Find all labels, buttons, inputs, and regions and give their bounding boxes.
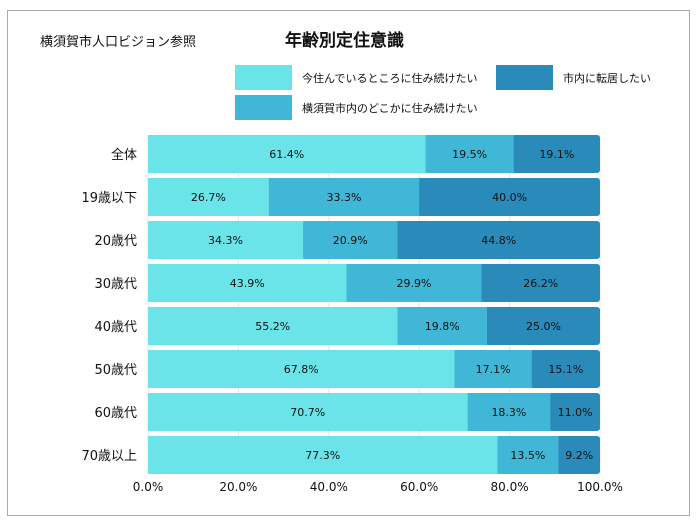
bar-segment bbox=[268, 178, 420, 216]
category-label: 20歳代 bbox=[94, 234, 137, 249]
category-label: 30歳代 bbox=[94, 277, 137, 292]
data-label: 19.5% bbox=[452, 148, 487, 161]
category-label: 70歳以上 bbox=[81, 449, 137, 464]
bar-segment-fill bbox=[531, 350, 538, 388]
legend-swatch bbox=[235, 65, 292, 90]
category-label: 19歳以下 bbox=[81, 191, 137, 206]
bar-segment bbox=[454, 350, 532, 388]
x-tick-label: 0.0% bbox=[133, 480, 164, 494]
legend-swatch bbox=[496, 65, 553, 90]
bar-segment bbox=[303, 221, 398, 259]
data-label: 9.2% bbox=[565, 449, 593, 462]
data-label: 43.9% bbox=[230, 277, 265, 290]
bar-segment-fill bbox=[513, 135, 520, 173]
data-label: 44.8% bbox=[481, 234, 516, 247]
data-label: 34.3% bbox=[208, 234, 243, 247]
bar-segment bbox=[148, 135, 426, 173]
category-label: 40歳代 bbox=[94, 320, 137, 335]
data-label: 17.1% bbox=[476, 363, 511, 376]
legend-label: 今住んでいるところに住み続けたい bbox=[302, 71, 478, 85]
bar-segment bbox=[467, 393, 551, 431]
x-tick-label: 80.0% bbox=[491, 480, 529, 494]
data-label: 26.2% bbox=[523, 277, 558, 290]
data-label: 40.0% bbox=[492, 191, 527, 204]
bar-segment bbox=[487, 307, 600, 345]
bar-segment bbox=[550, 393, 600, 431]
x-tick-label: 40.0% bbox=[310, 480, 348, 494]
bar-segment bbox=[513, 135, 600, 173]
bar-segment bbox=[148, 221, 304, 259]
bar-segment bbox=[497, 436, 559, 474]
bar-segment bbox=[148, 436, 498, 474]
legend-label: 市内に転居したい bbox=[563, 71, 651, 85]
chart-title: 年齢別定住意識 bbox=[285, 31, 404, 51]
bar-segment-fill bbox=[419, 178, 426, 216]
bar-segment-fill bbox=[550, 393, 557, 431]
x-tick-label: 20.0% bbox=[219, 480, 257, 494]
data-label: 18.3% bbox=[491, 406, 526, 419]
data-label: 20.9% bbox=[333, 234, 368, 247]
bar-segment bbox=[148, 264, 347, 302]
bar-segment bbox=[148, 178, 269, 216]
bar-segment bbox=[531, 350, 600, 388]
data-label: 61.4% bbox=[269, 148, 304, 161]
source-note: 横須賀市人口ビジョン参照 bbox=[40, 35, 197, 50]
legend-item-2: 市内に転居したい bbox=[496, 65, 651, 90]
bar-segment bbox=[397, 221, 600, 259]
bar-segment-fill bbox=[487, 307, 493, 345]
data-label: 15.1% bbox=[548, 363, 583, 376]
bar-segment bbox=[558, 436, 600, 474]
data-label: 19.8% bbox=[425, 320, 460, 333]
bar-segment bbox=[397, 307, 487, 345]
x-tick-label: 60.0% bbox=[400, 480, 438, 494]
legend-swatch bbox=[235, 95, 292, 120]
bar-segment bbox=[148, 393, 468, 431]
data-label: 70.7% bbox=[290, 406, 325, 419]
data-label: 13.5% bbox=[510, 449, 545, 462]
category-label: 50歳代 bbox=[94, 363, 137, 378]
data-label: 33.3% bbox=[326, 191, 361, 204]
bar-segment-fill bbox=[397, 221, 404, 259]
legend-item-1: 横須賀市内のどこかに住み続けたい bbox=[235, 95, 478, 120]
data-label: 55.2% bbox=[255, 320, 290, 333]
bar-segment bbox=[148, 307, 398, 345]
x-tick-label: 100.0% bbox=[577, 480, 623, 494]
legend-item-0: 今住んでいるところに住み続けたい bbox=[235, 65, 477, 90]
data-label: 26.7% bbox=[191, 191, 226, 204]
data-label: 77.3% bbox=[305, 449, 340, 462]
bar-segment bbox=[419, 178, 600, 216]
bar-segment bbox=[481, 264, 600, 302]
bar-segment bbox=[148, 350, 455, 388]
data-label: 19.1% bbox=[539, 148, 574, 161]
data-label: 67.8% bbox=[284, 363, 319, 376]
bar-segment-fill bbox=[481, 264, 488, 302]
bar-segment bbox=[425, 135, 514, 173]
data-label: 29.9% bbox=[397, 277, 432, 290]
bar-segment-fill bbox=[558, 436, 565, 474]
data-label: 11.0% bbox=[558, 406, 593, 419]
chart-frame bbox=[7, 10, 690, 516]
bar-segment bbox=[346, 264, 482, 302]
legend-label: 横須賀市内のどこかに住み続けたい bbox=[302, 101, 478, 115]
category-label: 全体 bbox=[111, 147, 137, 163]
data-label: 25.0% bbox=[526, 320, 561, 333]
category-label: 60歳代 bbox=[94, 406, 137, 421]
